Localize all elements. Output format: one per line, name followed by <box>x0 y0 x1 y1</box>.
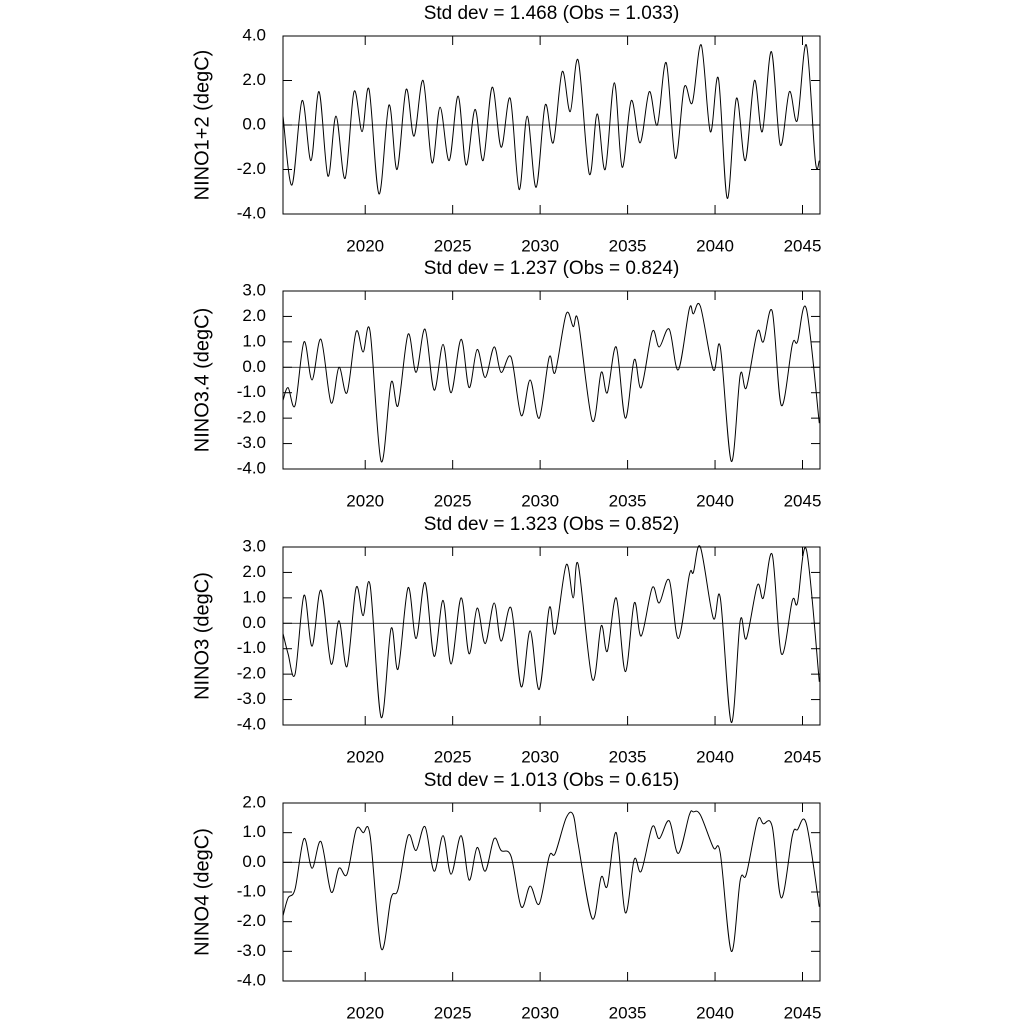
x-tick-label: 2020 <box>346 1003 384 1022</box>
x-tick-label: 2025 <box>434 236 472 255</box>
y-axis-label: NINO3 (degC) <box>191 572 213 700</box>
panel: Std dev = 1.323 (Obs = 0.852) NINO3 (degC… <box>191 514 821 766</box>
chart-title: Std dev = 1.013 (Obs = 0.615) <box>424 770 680 791</box>
x-tick-label: 2030 <box>521 491 559 510</box>
y-tick-label: 0.0 <box>242 613 266 632</box>
x-tick-label: 2045 <box>784 747 822 766</box>
y-axis-label: NINO3.4 (degC) <box>191 308 213 453</box>
x-tick-label: 2030 <box>521 1003 559 1022</box>
x-tick-label: 2025 <box>434 747 472 766</box>
y-axis-label: NINO1+2 (degC) <box>191 50 213 201</box>
y-tick-label: 2.0 <box>242 792 266 811</box>
panel: Std dev = 1.013 (Obs = 0.615) NINO4 (degC… <box>191 770 821 1022</box>
y-tick-label: -4.0 <box>237 458 266 477</box>
y-tick-label: -2.0 <box>237 408 266 427</box>
x-tick-label: 2020 <box>346 491 384 510</box>
x-tick-label: 2035 <box>609 491 647 510</box>
chart-title: Std dev = 1.237 (Obs = 0.824) <box>424 258 680 279</box>
y-tick-label: -1.0 <box>237 382 266 401</box>
data-line <box>282 545 820 723</box>
x-tick-label: 2035 <box>609 236 647 255</box>
y-tick-label: 1.0 <box>242 822 266 841</box>
y-tick-label: 0.0 <box>242 114 266 133</box>
chart-title: Std dev = 1.323 (Obs = 0.852) <box>424 514 680 535</box>
y-tick-label: -3.0 <box>237 689 266 708</box>
plot-frame <box>282 802 821 982</box>
y-tick-label: -2.0 <box>237 664 266 683</box>
y-tick-label: -4.0 <box>237 203 266 222</box>
y-tick-label: -2.0 <box>237 159 266 178</box>
y-tick-label: 2.0 <box>242 70 266 89</box>
x-tick-label: 2040 <box>696 236 734 255</box>
y-axis-label: NINO4 (degC) <box>191 828 213 956</box>
x-tick-label: 2035 <box>609 747 647 766</box>
y-tick-label: -4.0 <box>237 970 266 989</box>
data-line <box>282 302 820 462</box>
y-tick-label: 0.0 <box>242 852 266 871</box>
y-tick-label: -2.0 <box>237 911 266 930</box>
x-tick-label: 2045 <box>784 491 822 510</box>
x-tick-label: 2035 <box>609 1003 647 1022</box>
x-tick-label: 2040 <box>696 491 734 510</box>
y-tick-label: 3.0 <box>242 280 266 299</box>
y-tick-label: 3.0 <box>242 536 266 555</box>
x-tick-label: 2030 <box>521 747 559 766</box>
y-tick-label: 1.0 <box>242 587 266 606</box>
y-tick-label: 2.0 <box>242 562 266 581</box>
x-tick-label: 2045 <box>784 236 822 255</box>
plot-frame <box>282 290 821 470</box>
x-tick-label: 2025 <box>434 491 472 510</box>
x-tick-label: 2040 <box>696 1003 734 1022</box>
x-tick-label: 2030 <box>521 236 559 255</box>
plot-frame <box>282 546 821 726</box>
data-line <box>282 44 820 199</box>
y-tick-label: -1.0 <box>237 881 266 900</box>
y-tick-label: 1.0 <box>242 331 266 350</box>
chart-title: Std dev = 1.468 (Obs = 1.033) <box>424 3 680 24</box>
y-tick-label: -4.0 <box>237 714 266 733</box>
x-tick-label: 2020 <box>346 236 384 255</box>
plot-frame <box>282 35 821 215</box>
x-tick-label: 2025 <box>434 1003 472 1022</box>
y-tick-label: 2.0 <box>242 306 266 325</box>
y-tick-label: -3.0 <box>237 433 266 452</box>
y-tick-label: -3.0 <box>237 941 266 960</box>
data-line <box>282 810 820 952</box>
y-tick-label: 4.0 <box>242 25 266 44</box>
x-tick-label: 2020 <box>346 747 384 766</box>
panel: Std dev = 1.468 (Obs = 1.033) NINO1+2 (de… <box>191 3 821 255</box>
panel: Std dev = 1.237 (Obs = 0.824) NINO3.4 (de… <box>191 258 821 510</box>
x-tick-label: 2040 <box>696 747 734 766</box>
x-tick-label: 2045 <box>784 1003 822 1022</box>
y-tick-label: 0.0 <box>242 357 266 376</box>
y-tick-label: -1.0 <box>237 638 266 657</box>
